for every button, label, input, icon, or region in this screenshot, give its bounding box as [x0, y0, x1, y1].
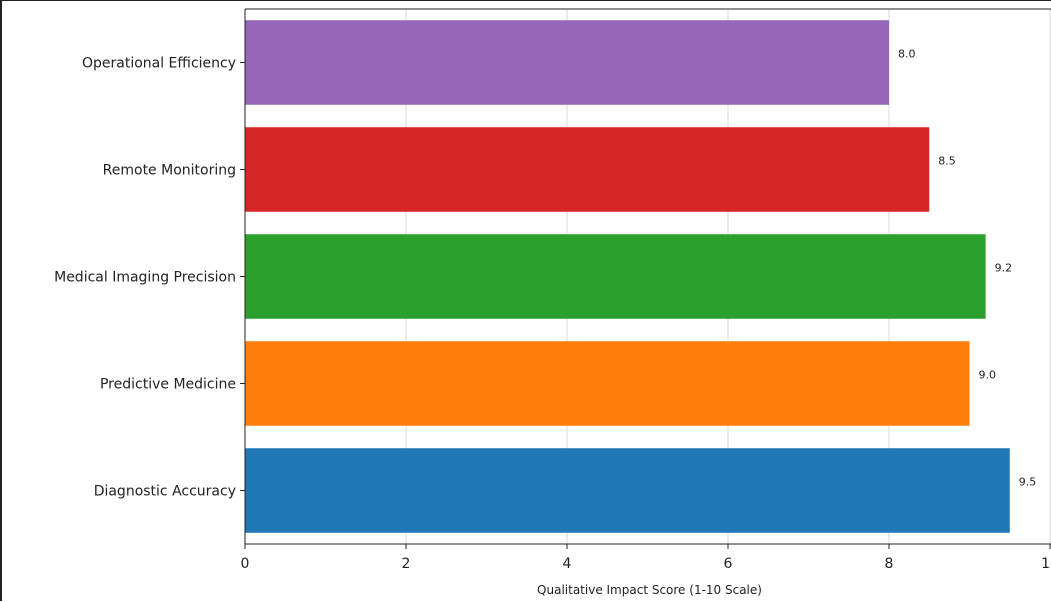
x-tick-label: 8 [885, 556, 894, 572]
x-tick-label: 2 [402, 556, 411, 572]
value-label: 8.5 [938, 155, 956, 168]
x-tick-label: 0 [241, 556, 250, 572]
category-label: Operational Efficiency [82, 56, 236, 72]
value-label: 8.0 [898, 48, 916, 61]
x-tick-label: 10 [1041, 556, 1051, 572]
category-label: Diagnostic Accuracy [94, 484, 236, 500]
value-label: 9.0 [979, 369, 997, 382]
category-label: Remote Monitoring [103, 163, 236, 179]
bar [245, 448, 1010, 533]
bar [245, 127, 930, 212]
category-label: Predictive Medicine [100, 377, 236, 393]
bars: 9.5 9.0 9.2 8.5 8.0 [245, 20, 1036, 533]
value-label: 9.2 [995, 262, 1013, 275]
axes: 0 2 4 6 8 10 Diagnostic Accuracy Predictive Med… [54, 8, 1051, 572]
category-label: Medical Imaging Precision [54, 270, 236, 286]
x-tick-label: 4 [563, 556, 572, 572]
bar [245, 341, 970, 426]
x-axis-title: Qualitative Impact Score (1-10 Scale) [537, 583, 762, 597]
bar [245, 20, 889, 105]
x-tick-label: 6 [724, 556, 733, 572]
value-label: 9.5 [1019, 476, 1037, 489]
bar [245, 234, 986, 319]
